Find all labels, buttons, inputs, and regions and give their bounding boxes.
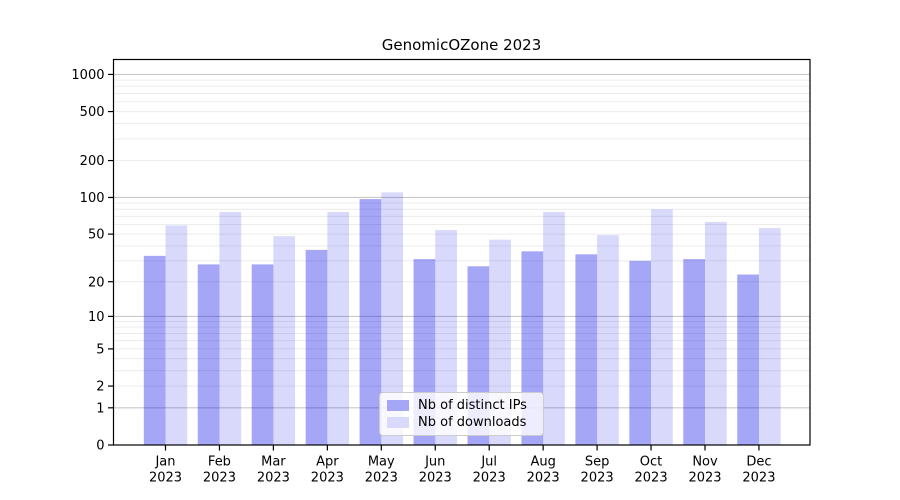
x-axis-tick-label-month: Oct	[640, 455, 662, 470]
y-axis-tick-label: 50	[88, 228, 105, 243]
bar-downloads-apr	[327, 212, 350, 445]
legend-swatch-ips-icon	[387, 399, 409, 411]
legend-swatch-downloads-icon	[387, 417, 409, 429]
bar-downloads-may	[381, 192, 403, 445]
x-axis-tick-label-month: Jun	[424, 455, 445, 470]
legend: Nb of distinct IPs Nb of downloads	[379, 392, 544, 436]
y-axis-tick-label: 2	[96, 380, 104, 395]
bar-downloads-nov	[705, 221, 727, 445]
x-axis-tick-label-month: Mar	[261, 455, 286, 470]
legend-item-downloads: Nb of downloads	[387, 415, 536, 430]
x-axis-tick-label-year: 2023	[311, 471, 344, 486]
bar-downloads-oct	[651, 209, 673, 445]
bar-downloads-feb	[219, 212, 242, 445]
bar-ips-sep	[575, 254, 598, 445]
x-axis-tick-label-month: May	[368, 455, 395, 470]
y-axis-tick-label: 200	[80, 154, 105, 169]
x-axis-tick-label-year: 2023	[581, 471, 614, 486]
x-axis-tick-label-month: Dec	[746, 455, 771, 470]
bar-ips-feb	[197, 264, 220, 445]
legend-label-distinct-ips: Nb of distinct IPs	[418, 397, 527, 413]
bar-ips-jan	[143, 255, 166, 445]
bar-ips-nov	[683, 259, 705, 445]
legend-item-distinct-ips: Nb of distinct IPs	[387, 398, 536, 413]
y-axis-tick-label: 5	[96, 342, 104, 357]
x-axis-tick-label-year: 2023	[688, 471, 721, 486]
bar-downloads-aug	[543, 212, 565, 445]
bar-ips-mar	[251, 264, 274, 445]
x-axis-tick-label-year: 2023	[365, 471, 398, 486]
x-axis-tick-label-year: 2023	[742, 471, 775, 486]
bar-downloads-sep	[597, 235, 619, 445]
x-axis-tick-label-month: Jan	[154, 455, 175, 470]
y-axis-tick-label: 500	[80, 105, 105, 120]
x-axis-tick-label-month: Jul	[480, 455, 497, 470]
y-axis-tick-label: 20	[88, 275, 105, 290]
x-axis-tick-label-month: Nov	[692, 455, 718, 470]
bar-ips-may	[359, 199, 382, 445]
x-axis-tick-label-month: Aug	[530, 455, 555, 470]
bar-downloads-dec	[758, 228, 781, 445]
y-axis-tick-label: 100	[80, 191, 105, 206]
bar-ips-dec	[737, 274, 759, 445]
x-axis-tick-label-year: 2023	[257, 471, 290, 486]
y-axis-tick-label: 10	[88, 310, 105, 325]
bar-downloads-jan	[165, 225, 188, 445]
x-axis-tick-label-year: 2023	[473, 471, 506, 486]
y-axis-tick-label: 0	[96, 439, 104, 454]
chart-title: GenomicOZone 2023	[381, 36, 542, 54]
x-axis-tick-label-month: Apr	[316, 455, 339, 470]
x-axis-tick-label-year: 2023	[635, 471, 668, 486]
legend-label-downloads: Nb of downloads	[418, 415, 527, 431]
plot-border	[112, 58, 811, 446]
y-axis-tick-label: 1	[96, 401, 104, 416]
bar-ips-apr	[305, 249, 328, 445]
x-axis-tick-label-month: Sep	[585, 455, 610, 470]
bar-ips-oct	[629, 260, 652, 445]
y-axis-tick-label: 1000	[71, 68, 104, 83]
bar-downloads-mar	[273, 236, 296, 445]
x-axis-tick-label-year: 2023	[527, 471, 560, 486]
x-axis-tick-label-year: 2023	[149, 471, 182, 486]
bar-downloads-jun	[435, 230, 457, 445]
x-axis-tick-label-year: 2023	[419, 471, 452, 486]
x-axis-tick-label-year: 2023	[203, 471, 236, 486]
x-axis-tick-label-month: Feb	[208, 455, 231, 470]
